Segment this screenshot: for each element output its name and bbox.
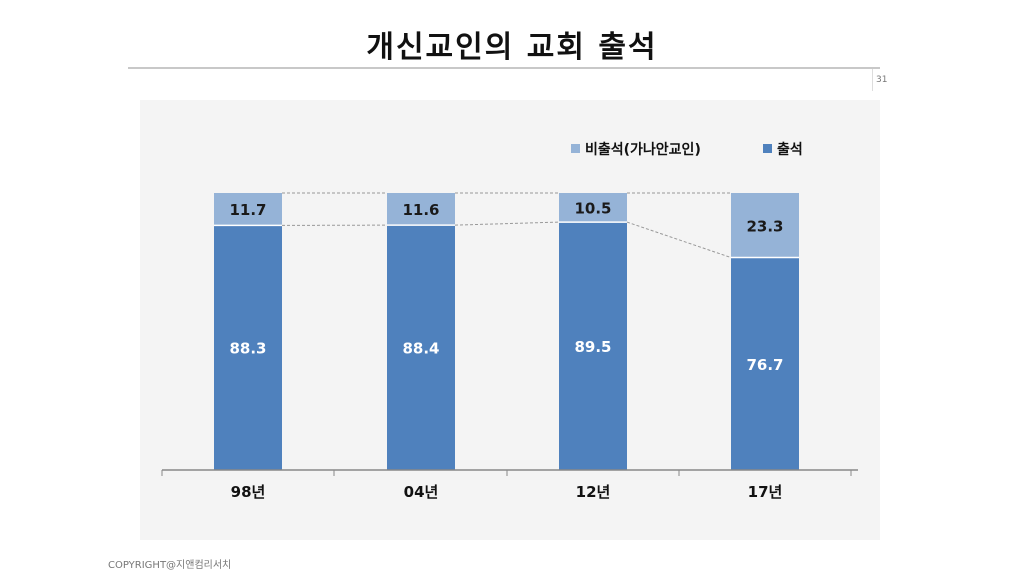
data-label-non-attending: 10.5 <box>574 200 611 218</box>
data-label-attending: 88.4 <box>402 340 439 358</box>
bar-non-attending <box>387 193 455 226</box>
legend-swatch-attending <box>763 144 772 153</box>
legend-label-attending: 출석 <box>777 141 803 158</box>
copyright-text: COPYRIGHT@지앤컴리서치 <box>108 560 232 571</box>
page-number-box <box>872 69 893 91</box>
data-label-attending: 88.3 <box>229 340 266 358</box>
page-title: 개신교인의 교회 출석 <box>366 30 658 65</box>
data-label-non-attending: 11.7 <box>229 201 266 219</box>
connector-line-split <box>626 221 732 259</box>
connector-line-split <box>454 221 560 226</box>
x-tick-label: 04년 <box>404 483 439 501</box>
data-label-non-attending: 11.6 <box>402 201 439 219</box>
bar-attending <box>559 222 627 470</box>
legend-label-non-attending: 비출석(가나안교인) <box>585 141 701 158</box>
title-divider <box>128 67 880 69</box>
bar-attending <box>214 225 282 470</box>
bar-non-attending <box>559 193 627 223</box>
legend-swatch-non-attending <box>571 144 580 153</box>
bar-non-attending <box>731 193 799 258</box>
bar-non-attending <box>214 193 282 226</box>
x-tick-label: 12년 <box>576 483 611 501</box>
page-number: 31 <box>876 75 888 85</box>
x-tick-label: 98년 <box>231 483 266 501</box>
x-tick-label: 17년 <box>748 483 783 501</box>
data-label-attending: 89.5 <box>574 338 611 356</box>
bar-attending <box>387 225 455 470</box>
bar-attending <box>731 257 799 470</box>
data-label-attending: 76.7 <box>746 356 783 374</box>
data-label-non-attending: 23.3 <box>746 217 783 235</box>
